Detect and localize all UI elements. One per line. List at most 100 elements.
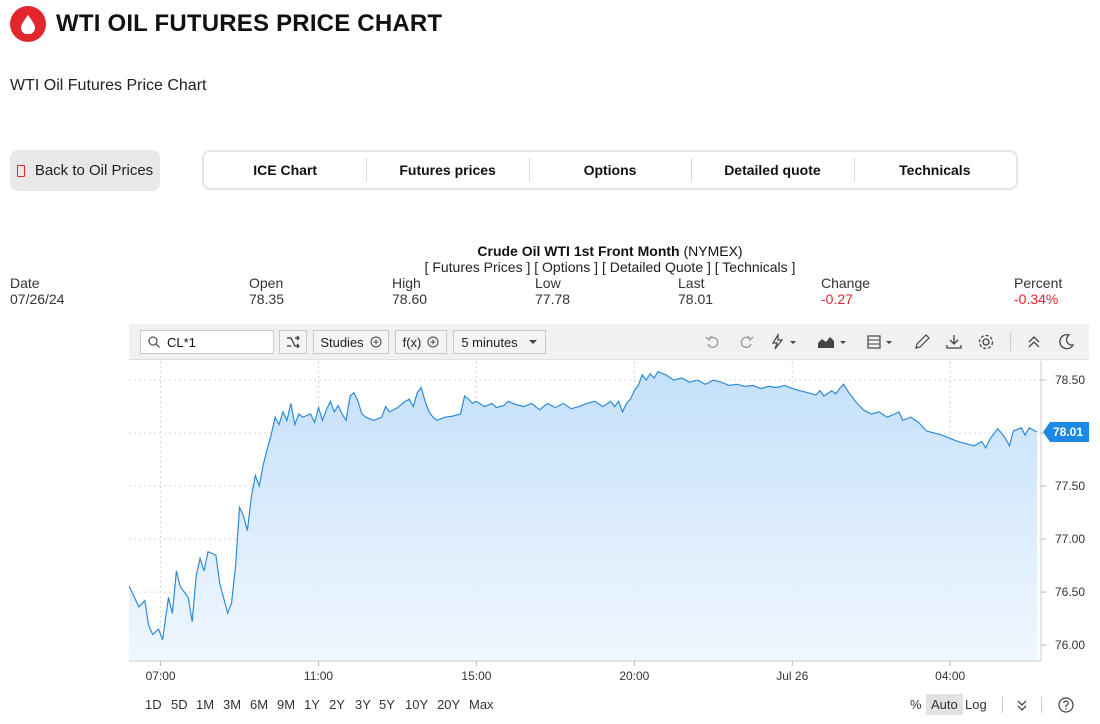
stat-last-value: 78.01 bbox=[678, 291, 714, 307]
stat-high: High 78.60 bbox=[392, 275, 427, 307]
search-icon bbox=[148, 336, 160, 348]
range-button-1d[interactable]: 1D bbox=[145, 697, 162, 712]
compare-button[interactable] bbox=[279, 330, 307, 354]
interval-label: 5 minutes bbox=[461, 334, 518, 350]
x-tick-label: 15:00 bbox=[461, 669, 491, 683]
range-button-3y[interactable]: 3Y bbox=[355, 697, 371, 712]
functions-label: f(x) bbox=[402, 334, 422, 350]
range-button-2y[interactable]: 2Y bbox=[329, 697, 345, 712]
chart-type-icon[interactable] bbox=[817, 333, 849, 351]
stat-open-label: Open bbox=[249, 275, 284, 291]
x-tick-label: 11:00 bbox=[304, 669, 333, 683]
tab-futures-prices[interactable]: Futures prices bbox=[366, 158, 528, 182]
range-button-5y[interactable]: 5Y bbox=[379, 697, 395, 712]
range-button-3m[interactable]: 3M bbox=[223, 697, 242, 712]
x-tick-label: 07:00 bbox=[146, 669, 176, 683]
stat-percent-label: Percent bbox=[1014, 275, 1063, 291]
page-title: WTI OIL FUTURES PRICE CHART bbox=[56, 10, 443, 37]
x-tick-label: 20:00 bbox=[619, 669, 649, 683]
tab-detailed-quote[interactable]: Detailed quote bbox=[691, 158, 853, 182]
page-subtitle: WTI Oil Futures Price Chart bbox=[10, 77, 207, 94]
instrument-links[interactable]: [ Futures Prices ] [ Options ] [ Detaile… bbox=[424, 259, 796, 275]
x-tick-label: Jul 26 bbox=[776, 669, 808, 683]
back-to-oil-prices-button[interactable]: Back to Oil Prices bbox=[10, 150, 160, 191]
dark-mode-moon-icon[interactable] bbox=[1057, 333, 1075, 351]
range-button-1m[interactable]: 1M bbox=[196, 697, 215, 712]
tab-ice-chart[interactable]: ICE Chart bbox=[253, 162, 318, 178]
range-button-9m[interactable]: 9M bbox=[277, 697, 296, 712]
last-price-label: 78.01 bbox=[1053, 425, 1083, 439]
oil-drop-icon bbox=[21, 15, 35, 34]
range-button-5d[interactable]: 5D bbox=[171, 697, 188, 712]
y-tick-label: 77.50 bbox=[1055, 479, 1085, 493]
x-axis-ticks: 07:00 11:00 15:00 20:00 Jul 26 04:00 bbox=[146, 661, 966, 683]
instrument-exchange: (NYMEX) bbox=[683, 243, 743, 259]
auto-scale-toggle[interactable]: Auto bbox=[926, 694, 963, 715]
chart-tabs: ICE Chart Futures prices Options Detaile… bbox=[202, 150, 1018, 190]
range-button-max[interactable]: Max bbox=[469, 697, 494, 712]
stat-change: Change -0.27 bbox=[821, 275, 870, 307]
stat-last: Last 78.01 bbox=[678, 275, 713, 307]
stat-open: Open 78.35 bbox=[249, 275, 284, 307]
back-button-label: Back to Oil Prices bbox=[34, 162, 154, 179]
oil-drop-logo bbox=[10, 6, 46, 42]
tab-options[interactable]: Options bbox=[528, 158, 691, 182]
add-circle-icon bbox=[427, 336, 439, 348]
stat-high-value: 78.60 bbox=[392, 291, 428, 307]
symbol-search-input[interactable]: CL*1 bbox=[140, 330, 274, 354]
y-tick-label: 76.50 bbox=[1055, 585, 1085, 599]
range-divider bbox=[1002, 697, 1003, 713]
range-bar: 1D 5D 1M 3M 6M 9M 1Y 2Y 3Y 5Y 10Y 20Y Max % Auto Log bbox=[129, 694, 1089, 718]
stat-high-label: High bbox=[392, 275, 421, 291]
events-icon[interactable] bbox=[769, 333, 799, 351]
redo-icon[interactable] bbox=[737, 333, 755, 351]
price-area bbox=[129, 371, 1038, 661]
x-tick-label: 04:00 bbox=[935, 669, 965, 683]
add-circle-icon bbox=[370, 336, 382, 348]
log-scale-toggle[interactable]: Log bbox=[965, 697, 987, 712]
range-button-6m[interactable]: 6M bbox=[250, 697, 269, 712]
chart-toolbar: CL*1 Studies f(x) 5 minutes bbox=[129, 324, 1089, 360]
y-tick-label: 78.50 bbox=[1055, 373, 1085, 387]
toolbar-divider bbox=[1010, 333, 1011, 351]
y-tick-label: 77.00 bbox=[1055, 532, 1085, 546]
expand-down-icon[interactable] bbox=[1015, 698, 1029, 712]
stat-date-label: Date bbox=[10, 275, 40, 291]
stat-percent-value: -0.34% bbox=[1014, 291, 1059, 307]
chevron-down-icon bbox=[528, 340, 537, 344]
undo-icon[interactable] bbox=[704, 333, 722, 351]
collapse-up-icon[interactable] bbox=[1025, 333, 1043, 351]
instrument-title: Crude Oil WTI 1st Front Month (NYMEX) bbox=[0, 243, 1100, 259]
stat-low-value: 77.78 bbox=[535, 291, 571, 307]
stat-last-label: Last bbox=[678, 275, 705, 291]
y-tick-label: 76.00 bbox=[1055, 638, 1085, 652]
display-options-icon[interactable] bbox=[866, 333, 898, 351]
studies-button[interactable]: Studies bbox=[313, 330, 389, 354]
draw-icon[interactable] bbox=[913, 333, 931, 351]
stat-date: Date 07/26/24 bbox=[10, 275, 65, 307]
range-button-1y[interactable]: 1Y bbox=[304, 697, 320, 712]
download-icon[interactable] bbox=[945, 333, 963, 351]
help-icon[interactable] bbox=[1058, 697, 1074, 713]
last-price-badge: 78.01 bbox=[1043, 422, 1089, 443]
range-button-10y[interactable]: 10Y bbox=[405, 697, 429, 712]
stat-low-label: Low bbox=[535, 275, 561, 291]
price-line bbox=[129, 370, 1038, 641]
functions-button[interactable]: f(x) bbox=[395, 330, 447, 354]
stat-low: Low 77.78 bbox=[535, 275, 570, 307]
instrument-name: Crude Oil WTI 1st Front Month bbox=[477, 243, 680, 259]
stat-change-label: Change bbox=[821, 275, 871, 291]
shuffle-icon bbox=[287, 335, 300, 349]
stat-open-value: 78.35 bbox=[249, 291, 285, 307]
settings-gear-icon[interactable] bbox=[977, 333, 995, 351]
range-button-20y[interactable]: 20Y bbox=[437, 697, 461, 712]
back-icon bbox=[16, 164, 25, 177]
interval-select[interactable]: 5 minutes bbox=[453, 330, 546, 354]
tab-technicals[interactable]: Technicals bbox=[853, 158, 1016, 182]
studies-label: Studies bbox=[320, 334, 364, 350]
range-divider bbox=[1041, 697, 1042, 713]
stat-percent: Percent -0.34% bbox=[1014, 275, 1062, 307]
percent-scale-toggle[interactable]: % bbox=[910, 697, 922, 712]
